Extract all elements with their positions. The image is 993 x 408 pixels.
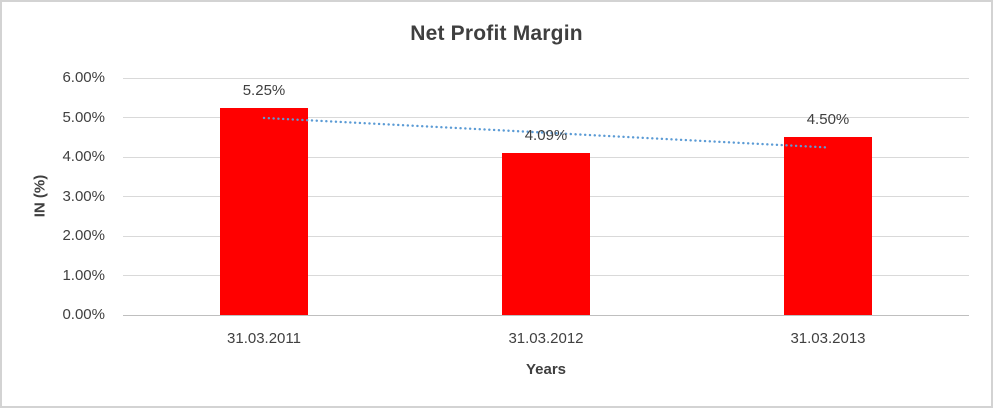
y-tick-label: 1.00%: [62, 266, 105, 284]
y-tick-label: 5.00%: [62, 108, 105, 126]
data-label: 5.25%: [242, 81, 286, 99]
x-tick-label: 31.03.2012: [508, 330, 584, 347]
x-axis-title: Years: [525, 361, 567, 378]
chart-title: Net Profit Margin: [410, 22, 583, 45]
x-tick-label: 31.03.2011: [227, 330, 301, 347]
y-tick-label: 6.00%: [62, 69, 105, 86]
y-tick-label: 2.00%: [62, 227, 105, 244]
y-tick-label: 4.00%: [62, 148, 105, 165]
bar: [220, 107, 308, 315]
plot-area: 5.25% 4.09% 4.50%: [123, 77, 969, 316]
y-tick-label: 3.00%: [62, 187, 105, 205]
trendline: [262, 116, 830, 149]
bar: [784, 137, 872, 315]
gridline: [123, 77, 969, 79]
data-label: 4.09%: [524, 127, 568, 145]
bar: [502, 153, 590, 315]
gridline: [123, 117, 969, 118]
trendline-segment: [262, 116, 830, 149]
x-tick-label: 31.03.2013: [790, 330, 866, 347]
data-label: 4.50%: [806, 111, 850, 129]
x-axis-line: [123, 314, 969, 316]
y-tick-label: 0.00%: [62, 306, 105, 323]
